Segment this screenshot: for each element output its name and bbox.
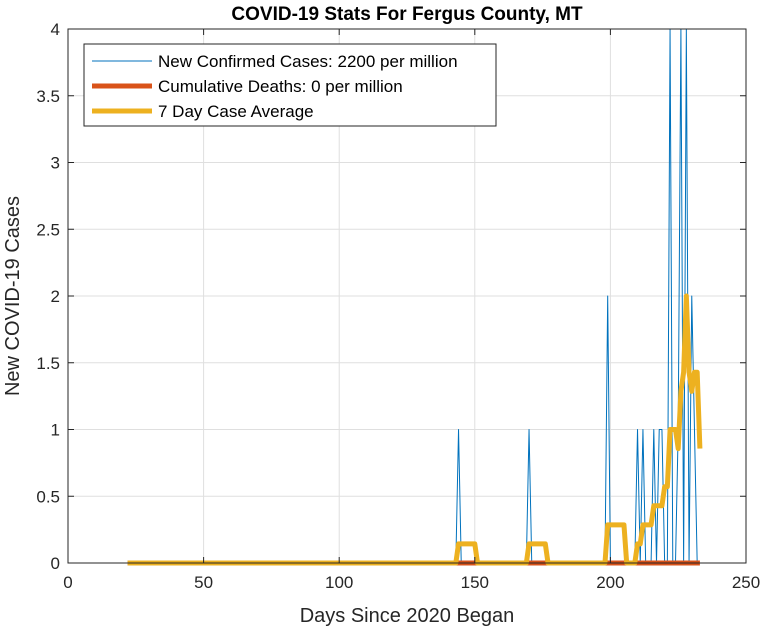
chart-title: COVID-19 Stats For Fergus County, MT bbox=[231, 4, 583, 25]
x-axis-title: Days Since 2020 Began bbox=[300, 605, 515, 627]
legend-entry-7-day-average: 7 Day Case Average bbox=[158, 102, 314, 121]
y-axis-title: New COVID-19 Cases bbox=[2, 196, 24, 396]
legend-box bbox=[83, 43, 497, 127]
x-tick-label: 250 bbox=[732, 573, 760, 592]
y-tick-label: 2 bbox=[51, 287, 60, 306]
tick-labels: 0 50 100 150 200 250 0 0.5 1 1.5 2 2.5 3 3.5 4 bbox=[36, 20, 760, 592]
y-tick-label: 1 bbox=[51, 421, 60, 440]
y-tick-label: 0 bbox=[51, 554, 60, 573]
legend: New Confirmed Cases: 2200 per million Cum… bbox=[83, 43, 497, 127]
y-tick-label: 4 bbox=[51, 20, 60, 39]
x-tick-label: 0 bbox=[63, 573, 72, 592]
y-tick-label: 3 bbox=[51, 154, 60, 173]
y-tick-label: 1.5 bbox=[36, 354, 60, 373]
x-tick-label: 100 bbox=[325, 573, 353, 592]
legend-entry-new-cases: New Confirmed Cases: 2200 per million bbox=[158, 52, 458, 71]
series-line-7-day-average bbox=[127, 293, 703, 566]
y-tick-label: 2.5 bbox=[36, 220, 60, 239]
y-tick-label: 3.5 bbox=[36, 87, 60, 106]
x-tick-label: 50 bbox=[194, 573, 213, 592]
legend-entry-cumulative-deaths: Cumulative Deaths: 0 per million bbox=[158, 77, 403, 96]
x-tick-label: 200 bbox=[596, 573, 624, 592]
axes bbox=[67, 28, 747, 564]
x-tick-label: 150 bbox=[461, 573, 489, 592]
y-tick-label: 0.5 bbox=[36, 487, 60, 506]
